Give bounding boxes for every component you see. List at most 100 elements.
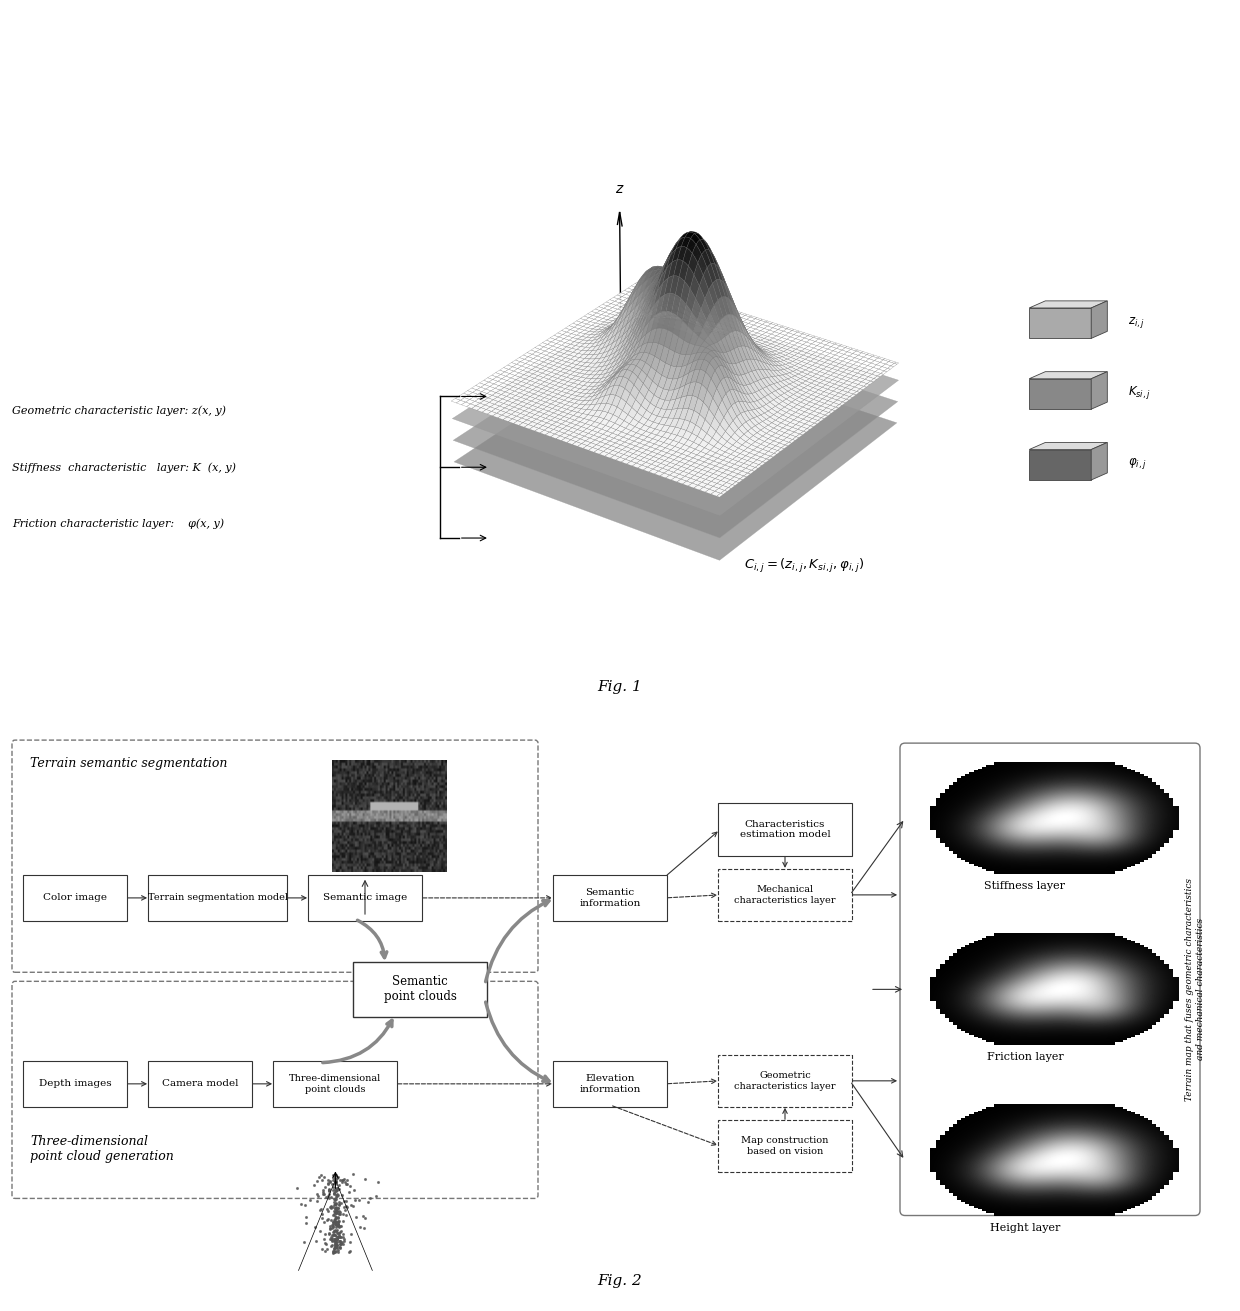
- Point: [324, 1242, 343, 1262]
- Point: [330, 1223, 350, 1244]
- Point: [331, 1203, 351, 1224]
- Point: [329, 1203, 348, 1224]
- Point: [315, 1242, 335, 1262]
- FancyBboxPatch shape: [148, 1061, 252, 1106]
- Point: [315, 1228, 335, 1249]
- Point: [320, 1215, 340, 1236]
- Point: [326, 1213, 346, 1234]
- Point: [327, 1214, 347, 1235]
- Text: Semantic image: Semantic image: [322, 893, 407, 902]
- Point: [340, 1175, 360, 1196]
- Point: [311, 1239, 331, 1260]
- Point: [327, 1238, 347, 1259]
- Point: [345, 1190, 365, 1211]
- Point: [357, 1192, 377, 1213]
- Point: [332, 1169, 352, 1190]
- Point: [329, 1231, 348, 1252]
- Point: [329, 1211, 348, 1232]
- Point: [327, 1228, 347, 1249]
- Point: [308, 1185, 327, 1206]
- Point: [355, 1169, 374, 1190]
- Point: [320, 1171, 340, 1192]
- Point: [317, 1173, 337, 1194]
- FancyBboxPatch shape: [12, 982, 538, 1198]
- Point: [326, 1201, 346, 1222]
- Point: [330, 1217, 350, 1238]
- Point: [325, 1236, 345, 1257]
- FancyBboxPatch shape: [273, 1061, 397, 1106]
- Point: [309, 1165, 329, 1186]
- Text: Three-dimensional
point cloud generation: Three-dimensional point cloud generation: [30, 1135, 174, 1163]
- Polygon shape: [1029, 442, 1107, 450]
- FancyBboxPatch shape: [718, 804, 852, 856]
- Point: [325, 1223, 345, 1244]
- Point: [325, 1232, 345, 1253]
- Point: [350, 1217, 370, 1238]
- Point: [336, 1190, 356, 1211]
- Point: [321, 1198, 341, 1219]
- Point: [322, 1235, 342, 1256]
- Text: Terrain segmentation model: Terrain segmentation model: [148, 893, 288, 902]
- Point: [329, 1201, 348, 1222]
- Point: [329, 1179, 348, 1200]
- Point: [319, 1222, 339, 1243]
- Point: [304, 1175, 324, 1196]
- Point: [322, 1224, 342, 1245]
- Text: $C_{i,j}=(z_{i,j},K_{si,j},\varphi_{i,j})$: $C_{i,j}=(z_{i,j},K_{si,j},\varphi_{i,j}…: [744, 557, 864, 576]
- Text: Fig. 2: Fig. 2: [598, 1274, 642, 1287]
- Text: Fig. 1: Fig. 1: [598, 679, 642, 694]
- Point: [326, 1201, 346, 1222]
- Point: [324, 1215, 343, 1236]
- Point: [325, 1224, 345, 1245]
- Point: [322, 1211, 342, 1232]
- Point: [327, 1235, 347, 1256]
- Point: [296, 1206, 316, 1227]
- Point: [326, 1193, 346, 1214]
- Point: [360, 1188, 379, 1209]
- Point: [326, 1221, 346, 1242]
- Point: [327, 1234, 347, 1255]
- FancyBboxPatch shape: [308, 874, 422, 922]
- Point: [337, 1173, 357, 1194]
- Point: [326, 1172, 346, 1193]
- Point: [327, 1177, 347, 1198]
- Point: [320, 1218, 340, 1239]
- Point: [331, 1221, 351, 1242]
- Point: [366, 1186, 386, 1207]
- Point: [335, 1197, 355, 1218]
- Point: [319, 1179, 339, 1200]
- Point: [336, 1172, 356, 1193]
- Text: Map construction
based on vision: Map construction based on vision: [742, 1137, 828, 1156]
- Text: Geometric characteristic layer: z(x, y): Geometric characteristic layer: z(x, y): [12, 405, 227, 416]
- Point: [326, 1180, 346, 1201]
- Point: [325, 1234, 345, 1255]
- Point: [308, 1171, 327, 1192]
- Point: [329, 1226, 348, 1247]
- Point: [327, 1207, 347, 1228]
- Point: [325, 1238, 345, 1259]
- Point: [326, 1177, 346, 1198]
- Point: [337, 1169, 357, 1190]
- Point: [326, 1236, 346, 1257]
- Point: [314, 1167, 334, 1188]
- Point: [326, 1219, 346, 1240]
- Point: [334, 1190, 353, 1211]
- Point: [319, 1188, 339, 1209]
- Polygon shape: [1029, 308, 1091, 338]
- Point: [330, 1169, 350, 1190]
- Point: [326, 1168, 346, 1189]
- Point: [329, 1214, 348, 1235]
- Point: [336, 1205, 356, 1226]
- FancyBboxPatch shape: [24, 874, 126, 922]
- Point: [329, 1224, 348, 1245]
- Point: [335, 1231, 355, 1252]
- Point: [326, 1186, 346, 1207]
- Point: [322, 1176, 342, 1197]
- Point: [342, 1164, 362, 1185]
- FancyBboxPatch shape: [553, 874, 667, 922]
- Text: Characteristics
estimation model: Characteristics estimation model: [739, 819, 831, 839]
- Point: [322, 1214, 342, 1235]
- Point: [329, 1194, 348, 1215]
- Point: [330, 1236, 350, 1257]
- Text: Camera model: Camera model: [161, 1079, 238, 1088]
